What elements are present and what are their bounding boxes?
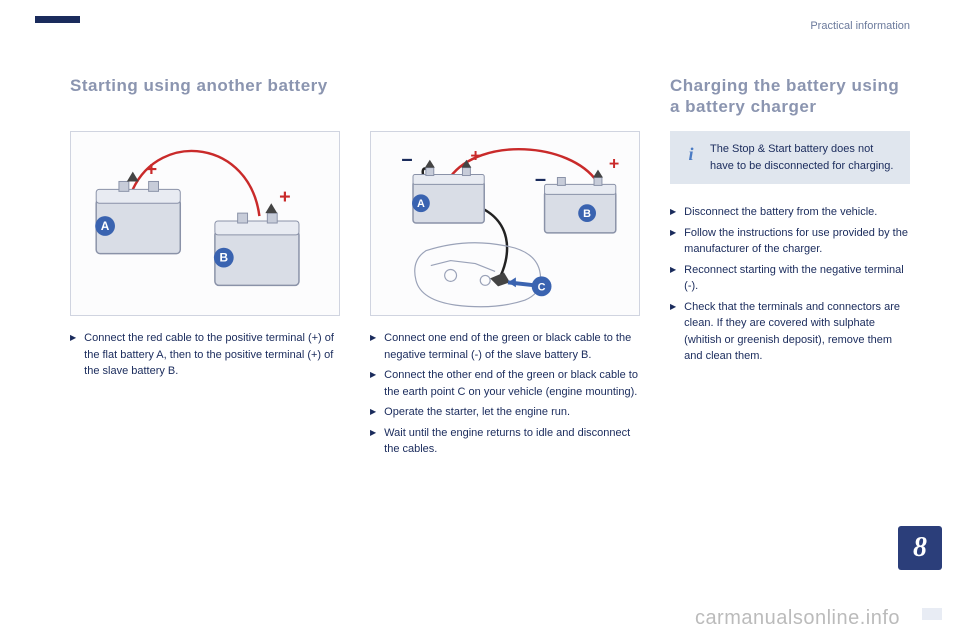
info-box: i The Stop & Start battery does not have… (670, 131, 910, 184)
instruction-text: Connect the other end of the green or bl… (384, 367, 640, 400)
col3-title: Charging the battery using a battery cha… (670, 75, 910, 119)
instruction-text: Disconnect the battery from the vehicle. (684, 204, 877, 221)
plus-sign-a: + (146, 159, 158, 181)
page-corner-decor (922, 608, 942, 620)
instruction-text: Wait until the engine returns to idle an… (384, 425, 640, 458)
plus-sign-a2: + (470, 146, 480, 166)
battery-b-label: B (220, 251, 229, 265)
diagram-jump-start-negative: A − + B − + (370, 131, 640, 316)
col2-instructions: Connect one end of the green or black ca… (370, 330, 640, 458)
instruction-text: Connect the red cable to the positive te… (84, 330, 340, 380)
plus-sign-b2: + (609, 154, 619, 174)
diagram-jump-start-positive: A + B + (70, 131, 340, 316)
instruction-text: Follow the instructions for use provided… (684, 225, 910, 258)
column-1: Starting using another battery A + (70, 75, 340, 462)
instruction-text: Connect one end of the green or black ca… (384, 330, 640, 363)
minus-sign-b: − (535, 169, 547, 191)
column-2: . A − + (370, 75, 640, 462)
watermark: carmanualsonline.info (695, 607, 900, 630)
minus-sign-a: − (401, 150, 413, 172)
info-text: The Stop & Start battery does not have t… (710, 143, 893, 172)
plus-sign-b: + (279, 186, 291, 208)
col3-instructions: Disconnect the battery from the vehicle.… (670, 204, 910, 365)
column-3: Charging the battery using a battery cha… (670, 75, 910, 462)
header-accent-bar (35, 16, 80, 23)
page-content: Starting using another battery A + (70, 75, 910, 462)
col1-title: Starting using another battery (70, 75, 340, 119)
section-label: Practical information (810, 20, 910, 32)
battery-a-label: A (101, 219, 110, 233)
earth-c-label: C (538, 281, 546, 293)
battery-a-label-2: A (417, 198, 425, 210)
info-icon: i (682, 141, 700, 159)
instruction-text: Operate the starter, let the engine run. (384, 404, 570, 421)
col1-instructions: Connect the red cable to the positive te… (70, 330, 340, 380)
battery-b-label-2: B (583, 208, 591, 220)
chapter-tab: 8 (898, 526, 942, 570)
instruction-text: Check that the terminals and connectors … (684, 299, 910, 365)
instruction-text: Reconnect starting with the negative ter… (684, 262, 910, 295)
